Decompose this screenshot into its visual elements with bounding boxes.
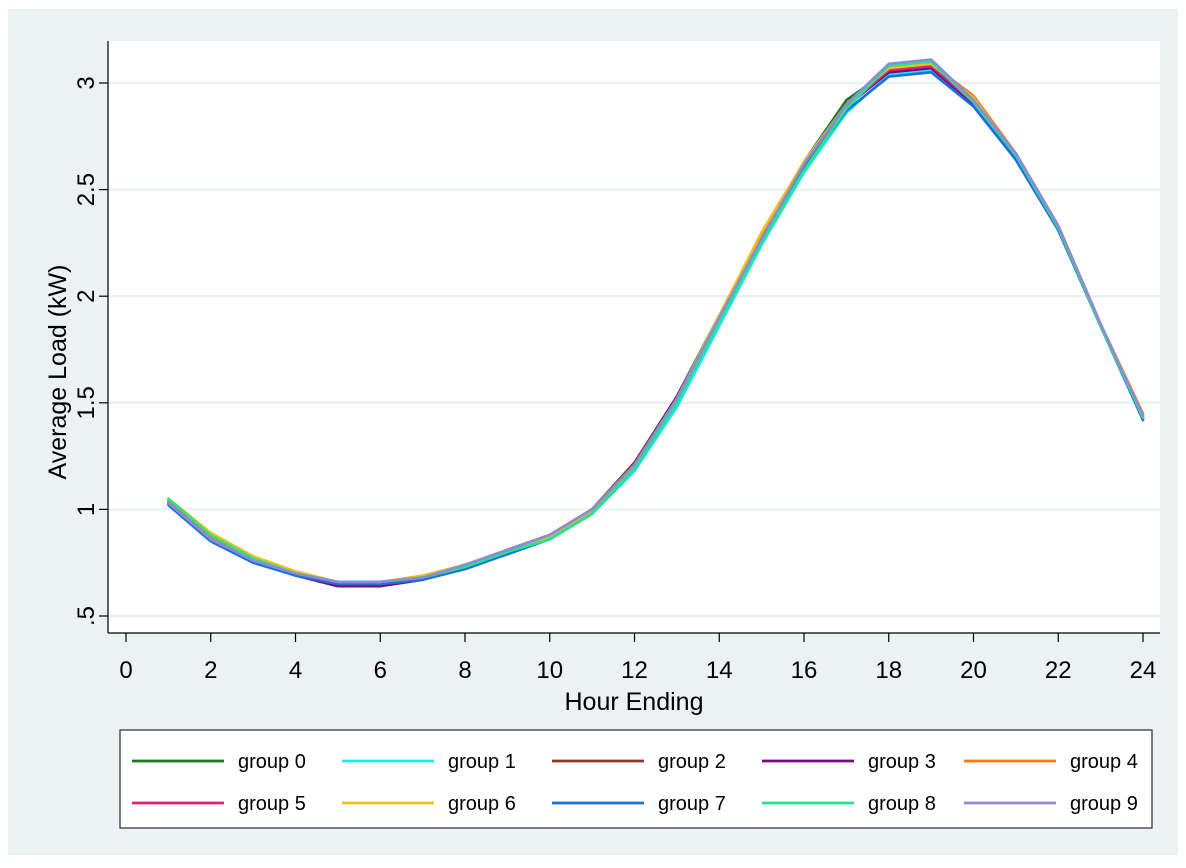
x-tick-label: 22	[1045, 657, 1072, 684]
x-tick-label: 12	[621, 657, 648, 684]
y-tick-label: 1	[73, 503, 100, 516]
x-tick-label: 0	[119, 657, 132, 684]
tick-labels: 0 2 4 6 8 10 12 14 16 18 20 22 24.511.522.53	[73, 76, 1156, 684]
legend-label: group 8	[868, 793, 936, 815]
x-tick-label: 24	[1130, 657, 1157, 684]
x-tick-label: 8	[458, 657, 471, 684]
y-tick-label: 3	[73, 76, 100, 89]
legend-label: group 3	[868, 751, 936, 773]
legend-label: group 0	[238, 751, 306, 773]
plot-area-background	[108, 41, 1160, 633]
x-tick-label: 20	[960, 657, 987, 684]
legend-label: group 6	[448, 793, 516, 815]
legend: group 0 group 1 group 2 group 3 group 4 group…	[119, 729, 1153, 829]
legend-label: group 4	[1070, 751, 1138, 773]
x-axis-label: Hour Ending	[565, 688, 704, 716]
y-tick-label: 1.5	[73, 386, 100, 419]
x-tick-label: 10	[536, 657, 563, 684]
y-axis-label: Average Load (kW)	[44, 265, 72, 480]
legend-label: group 2	[658, 751, 726, 773]
axes	[99, 41, 1160, 642]
x-tick-label: 4	[289, 657, 302, 684]
legend-label: group 5	[238, 793, 306, 815]
x-tick-label: 6	[374, 657, 387, 684]
legend-label: group 1	[448, 751, 516, 773]
x-tick-label: 2	[204, 657, 217, 684]
y-tick-label: 2.5	[73, 173, 100, 206]
y-tick-label: .5	[73, 606, 100, 626]
x-tick-label: 14	[706, 657, 733, 684]
x-tick-label: 18	[875, 657, 902, 684]
legend-label: group 9	[1070, 793, 1138, 815]
legend-label: group 7	[658, 793, 726, 815]
x-tick-label: 16	[791, 657, 818, 684]
y-tick-label: 2	[73, 290, 100, 303]
legend-box	[119, 729, 1153, 829]
gridlines	[108, 81, 1160, 618]
series-lines	[167, 58, 1145, 588]
series-line-group-9	[167, 58, 1145, 584]
